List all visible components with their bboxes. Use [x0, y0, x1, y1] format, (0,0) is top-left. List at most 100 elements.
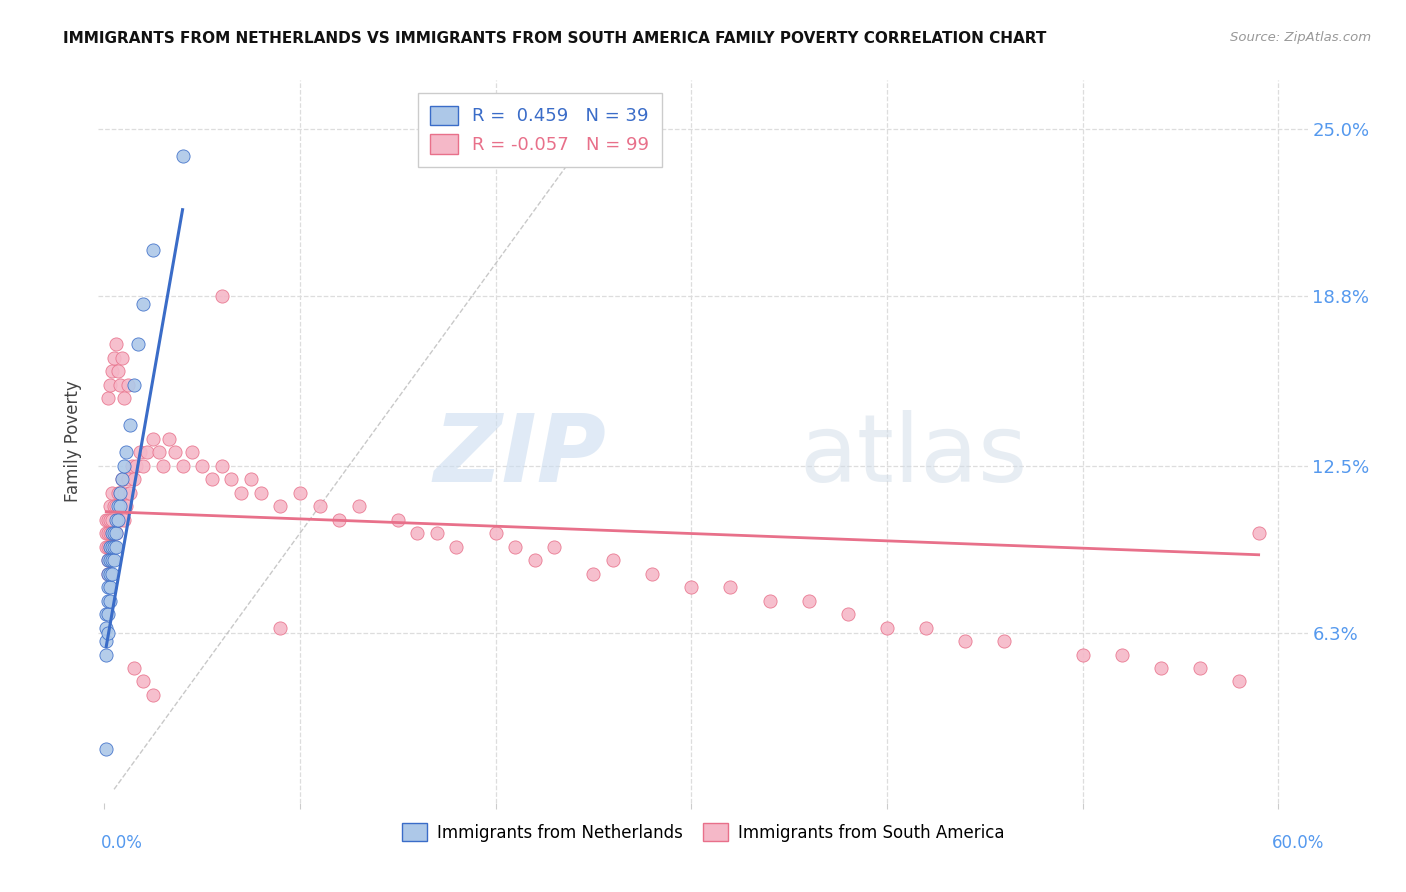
Point — [96, 742, 118, 756]
Point — [101, 526, 124, 541]
Point — [98, 540, 121, 554]
Point — [103, 351, 125, 365]
Point — [96, 634, 118, 648]
Point — [105, 513, 128, 527]
Point — [108, 513, 131, 527]
Point — [128, 445, 150, 459]
Point — [148, 445, 170, 459]
Point — [231, 485, 253, 500]
Point — [915, 621, 938, 635]
Text: atlas: atlas — [800, 410, 1028, 502]
Point — [172, 149, 194, 163]
Point — [101, 485, 124, 500]
Point — [503, 540, 526, 554]
Point — [98, 540, 121, 554]
Point — [152, 458, 174, 473]
Point — [191, 458, 214, 473]
Point — [211, 458, 233, 473]
Text: IMMIGRANTS FROM NETHERLANDS VS IMMIGRANTS FROM SOUTH AMERICA FAMILY POVERTY CORR: IMMIGRANTS FROM NETHERLANDS VS IMMIGRANT… — [63, 31, 1046, 46]
Point — [328, 513, 350, 527]
Point — [1111, 648, 1133, 662]
Point — [114, 445, 136, 459]
Point — [103, 526, 125, 541]
Point — [97, 513, 120, 527]
Point — [387, 513, 409, 527]
Point — [837, 607, 859, 621]
Point — [681, 580, 703, 594]
Text: 0.0%: 0.0% — [101, 834, 143, 852]
Point — [112, 485, 135, 500]
Point — [523, 553, 546, 567]
Point — [96, 513, 118, 527]
Point — [96, 526, 118, 541]
Point — [108, 485, 131, 500]
Point — [97, 392, 120, 406]
Point — [142, 432, 165, 446]
Point — [117, 472, 139, 486]
Point — [105, 337, 128, 351]
Point — [105, 500, 128, 514]
Point — [101, 513, 124, 527]
Point — [211, 289, 233, 303]
Point — [111, 472, 134, 486]
Point — [446, 540, 468, 554]
Point — [201, 472, 224, 486]
Legend: Immigrants from Netherlands, Immigrants from South America: Immigrants from Netherlands, Immigrants … — [395, 817, 1011, 848]
Point — [98, 378, 121, 392]
Text: ZIP: ZIP — [433, 410, 606, 502]
Point — [118, 485, 141, 500]
Point — [543, 540, 565, 554]
Point — [98, 580, 121, 594]
Point — [105, 540, 128, 554]
Point — [718, 580, 741, 594]
Point — [96, 607, 118, 621]
Point — [101, 540, 124, 554]
Point — [641, 566, 664, 581]
Point — [132, 458, 155, 473]
Point — [103, 500, 125, 514]
Point — [484, 526, 506, 541]
Point — [101, 566, 124, 581]
Point — [308, 500, 330, 514]
Text: Source: ZipAtlas.com: Source: ZipAtlas.com — [1230, 31, 1371, 45]
Point — [1188, 661, 1211, 675]
Point — [122, 472, 145, 486]
Point — [97, 593, 120, 607]
Point — [108, 378, 131, 392]
Point — [112, 458, 135, 473]
Point — [269, 500, 291, 514]
Point — [107, 513, 129, 527]
Point — [107, 485, 129, 500]
Point — [1071, 648, 1094, 662]
Point — [97, 540, 120, 554]
Point — [1247, 526, 1270, 541]
Point — [96, 648, 118, 662]
Point — [97, 553, 120, 567]
Point — [98, 566, 121, 581]
Point — [288, 485, 311, 500]
Point — [136, 445, 159, 459]
Point — [112, 513, 135, 527]
Point — [240, 472, 263, 486]
Point — [758, 593, 780, 607]
Point — [103, 553, 125, 567]
Point — [101, 540, 124, 554]
Point — [347, 500, 370, 514]
Point — [602, 553, 624, 567]
Point — [426, 526, 449, 541]
Point — [96, 621, 118, 635]
Point — [101, 364, 124, 378]
Point — [269, 621, 291, 635]
Point — [132, 297, 155, 311]
Point — [97, 607, 120, 621]
Point — [118, 418, 141, 433]
Point — [112, 392, 135, 406]
Point — [132, 674, 155, 689]
Point — [105, 526, 128, 541]
Point — [101, 553, 124, 567]
Point — [122, 378, 145, 392]
Point — [142, 688, 165, 702]
Point — [993, 634, 1015, 648]
Point — [108, 500, 131, 514]
Point — [250, 485, 273, 500]
